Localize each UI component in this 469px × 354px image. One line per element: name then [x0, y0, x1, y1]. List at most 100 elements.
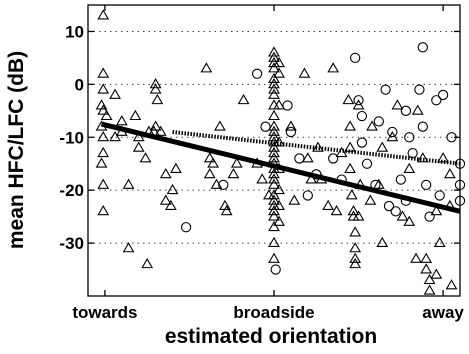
triangle-point-1 [97, 67, 110, 78]
triangle-point-95 [327, 62, 340, 73]
triangle-point-31 [166, 183, 179, 195]
solid-trend-line [100, 121, 461, 214]
circle-point-12 [350, 52, 361, 64]
triangle-point-49 [268, 46, 280, 57]
triangle-point-101 [344, 162, 356, 173]
triangle-point-29 [159, 194, 172, 205]
triangle-point-13 [109, 130, 121, 142]
triangle-point-130 [437, 152, 449, 163]
triangle-point-0 [97, 9, 110, 20]
triangle-point-36 [203, 152, 216, 163]
circle-point-30 [417, 121, 428, 132]
triangle-point-50 [268, 51, 280, 62]
data-points [95, 9, 466, 295]
triangle-point-53 [268, 72, 280, 84]
circle-point-14 [356, 110, 368, 122]
triangle-point-2 [97, 83, 110, 94]
circle-point-2 [251, 68, 263, 79]
triangle-point-87 [285, 120, 297, 131]
triangle-point-64 [268, 146, 280, 158]
triangle-point-131 [443, 168, 456, 179]
triangle-point-132 [445, 279, 458, 290]
triangle-point-119 [403, 215, 416, 226]
triangle-point-113 [366, 120, 378, 131]
triangle-point-34 [122, 242, 135, 253]
triangle-point-90 [301, 152, 314, 163]
triangle-point-88 [288, 194, 301, 205]
circle-point-20 [383, 200, 395, 212]
triangle-point-28 [159, 168, 172, 179]
triangle-point-112 [364, 194, 377, 205]
triangle-point-16 [122, 178, 135, 189]
triangle-point-121 [411, 104, 424, 115]
y-tick-label-2: -10 [59, 128, 84, 147]
triangle-point-120 [410, 252, 422, 263]
triangle-point-47 [256, 173, 269, 184]
triangle-point-85 [273, 199, 285, 210]
triangle-point-82 [273, 136, 285, 147]
triangle-point-98 [342, 93, 355, 105]
triangle-point-75 [268, 210, 280, 221]
circle-point-32 [424, 211, 435, 222]
triangle-point-92 [312, 141, 324, 152]
triangle-point-12 [109, 88, 121, 99]
circle-point-18 [373, 116, 384, 127]
triangle-point-81 [273, 99, 285, 110]
triangle-point-54 [268, 78, 280, 89]
triangle-point-59 [268, 120, 280, 131]
triangle-point-125 [423, 273, 436, 285]
triangle-point-135 [376, 141, 389, 152]
circle-point-13 [353, 95, 364, 106]
triangle-point-100 [344, 141, 356, 152]
triangle-point-24 [149, 78, 162, 89]
circle-point-22 [390, 206, 401, 217]
triangle-point-14 [115, 115, 128, 126]
triangle-point-79 [273, 56, 285, 68]
triangle-point-94 [322, 199, 335, 210]
triangle-point-60 [268, 125, 280, 136]
circle-point-4 [270, 264, 281, 275]
circle-point-35 [437, 89, 449, 101]
triangle-point-76 [268, 220, 280, 232]
circle-point-10 [328, 153, 339, 164]
triangle-point-45 [237, 93, 250, 105]
triangle-point-4 [97, 104, 110, 115]
x-tick-label-0: towards [72, 303, 137, 322]
triangle-point-26 [149, 120, 162, 131]
triangle-point-107 [349, 252, 362, 263]
triangle-point-37 [203, 168, 216, 179]
y-tick-label-4: -30 [59, 234, 84, 253]
triangle-point-114 [372, 178, 385, 189]
triangle-point-103 [347, 205, 360, 216]
triangle-point-116 [391, 99, 404, 110]
triangle-point-63 [268, 141, 280, 152]
triangle-point-17 [129, 109, 142, 121]
triangle-point-124 [420, 263, 433, 274]
axis-ticks: 10 0 -10 -20 -30 towards broadside away [59, 5, 464, 322]
circle-point-6 [285, 126, 297, 138]
triangle-point-30 [164, 199, 177, 210]
x-tick-label-2: away [422, 303, 464, 322]
circle-point-16 [361, 158, 373, 169]
triangle-point-69 [268, 173, 280, 184]
circle-point-21 [387, 126, 398, 138]
triangle-point-43 [227, 168, 240, 179]
circle-point-5 [282, 100, 293, 111]
triangle-point-123 [420, 252, 433, 263]
triangle-point-58 [268, 109, 280, 121]
triangle-point-70 [268, 178, 280, 189]
circle-point-29 [417, 42, 428, 53]
triangle-point-8 [95, 157, 108, 168]
circle-point-25 [400, 105, 412, 116]
triangle-point-72 [268, 194, 280, 205]
y-tick-label-0: 10 [65, 22, 84, 41]
triangle-point-55 [268, 83, 280, 94]
triangle-point-78 [268, 252, 280, 263]
triangle-point-105 [349, 226, 362, 237]
triangle-point-77 [268, 236, 280, 248]
triangle-point-27 [154, 125, 167, 136]
x-tick-label-1: broadside [233, 303, 314, 322]
circle-point-3 [260, 121, 271, 132]
triangle-point-128 [430, 205, 443, 216]
triangle-point-126 [423, 284, 436, 295]
